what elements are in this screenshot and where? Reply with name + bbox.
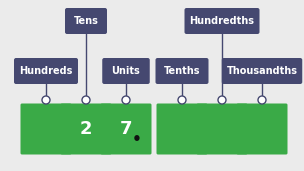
Text: Tenths: Tenths	[164, 66, 200, 76]
FancyBboxPatch shape	[20, 103, 71, 155]
Text: Hundreds: Hundreds	[19, 66, 73, 76]
FancyBboxPatch shape	[185, 8, 260, 34]
FancyBboxPatch shape	[237, 103, 288, 155]
Circle shape	[218, 96, 226, 104]
Circle shape	[258, 96, 266, 104]
Text: •: •	[132, 132, 142, 147]
FancyBboxPatch shape	[196, 103, 247, 155]
FancyBboxPatch shape	[102, 58, 150, 84]
Circle shape	[42, 96, 50, 104]
Circle shape	[178, 96, 186, 104]
Text: 7: 7	[120, 120, 132, 138]
Text: Units: Units	[112, 66, 140, 76]
FancyBboxPatch shape	[101, 103, 151, 155]
Text: Hundredths: Hundredths	[189, 16, 254, 26]
FancyBboxPatch shape	[157, 103, 208, 155]
FancyBboxPatch shape	[14, 58, 78, 84]
Text: Tens: Tens	[74, 16, 98, 26]
Circle shape	[82, 96, 90, 104]
Text: 2: 2	[80, 120, 92, 138]
Text: Thousandths: Thousandths	[226, 66, 298, 76]
FancyBboxPatch shape	[222, 58, 302, 84]
FancyBboxPatch shape	[156, 58, 209, 84]
Circle shape	[122, 96, 130, 104]
FancyBboxPatch shape	[65, 8, 107, 34]
FancyBboxPatch shape	[60, 103, 112, 155]
